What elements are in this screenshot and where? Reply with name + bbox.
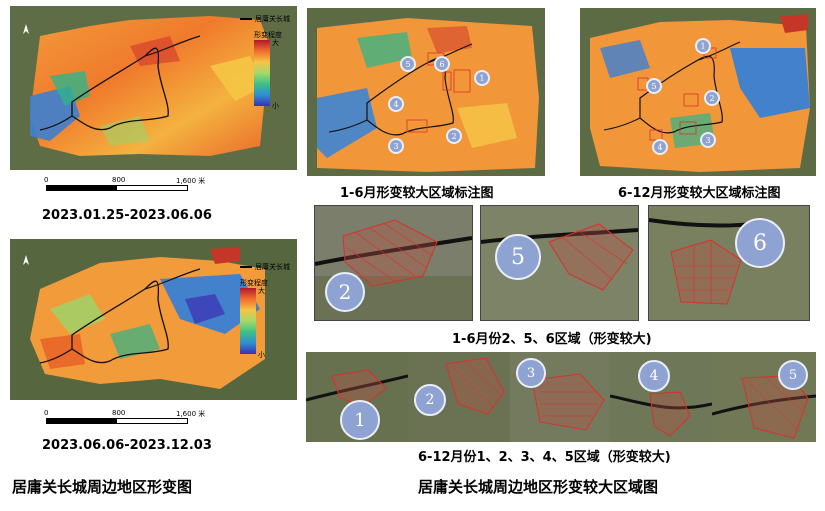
deformation-map-1-svg: [10, 6, 297, 170]
zoom-region-svg: [306, 352, 408, 442]
zoom-region-svg: [510, 352, 610, 442]
marker-6: 6: [434, 56, 450, 72]
legend-line-1: 居庸关长城: [240, 14, 290, 24]
colorbar-1: [254, 40, 270, 106]
colorbar-high-label-1: 大: [272, 39, 279, 47]
left-figure-title: 居庸关长城周边地区形变图: [12, 478, 193, 496]
zoom-region-svg: [649, 206, 809, 320]
zoom-region-4-jun-dec: 4: [610, 352, 712, 442]
zoom-badge-2: 2: [414, 384, 446, 416]
zoom-row-1-caption: 1-6月份2、5、6区域（形变较大): [452, 332, 652, 347]
marker-1: 1: [695, 38, 711, 54]
zoom-region-5-jan-jun: 5: [480, 205, 639, 321]
zoom-row-2-caption: 6-12月份1、2、3、4、5区域（形变较大): [418, 450, 671, 465]
zoom-region-5-jun-dec: 5: [712, 352, 816, 442]
annotated-map-jan-jun-svg: [307, 8, 545, 176]
annotated-map-jun-dec-svg: [580, 8, 816, 176]
marker-4: 4: [388, 96, 404, 112]
zoom-badge-5: 5: [778, 360, 808, 390]
zoom-region-6-jan-jun: 6: [648, 205, 810, 321]
legend-line-swatch: [240, 18, 252, 20]
scale-mid-1: 800: [112, 176, 126, 184]
scale-max-1: 1,600 米: [176, 177, 206, 185]
marker-2: 2: [704, 90, 720, 106]
right-figure-title: 居庸关长城周边地区形变较大区域图: [418, 478, 659, 496]
marker-1: 1: [474, 70, 490, 86]
zoom-badge-5: 5: [495, 234, 541, 280]
zoom-badge-2: 2: [325, 272, 365, 312]
annotated-map-jun-dec-caption: 6-12月形变较大区域标注图: [618, 186, 781, 201]
scale-mid-2: 800: [112, 409, 126, 417]
marker-3: 3: [388, 138, 404, 154]
marker-2: 2: [446, 128, 462, 144]
zoom-region-3-jun-dec: 3: [510, 352, 610, 442]
deformation-map-1: [10, 6, 297, 170]
legend-bar-title-2: 形变程度: [240, 279, 268, 287]
zoom-region-svg: [408, 352, 510, 442]
colorbar-high-label-2: 大: [258, 287, 265, 295]
legend-line-2: 居庸关长城: [240, 262, 290, 272]
colorbar-low-label-1: 小: [272, 102, 279, 110]
scale-zero-2: 0: [44, 409, 49, 417]
scale-bar-1: [46, 185, 188, 191]
legend-line-swatch: [240, 266, 252, 268]
legend-line-label: 居庸关长城: [255, 263, 290, 271]
colorbar-2: [240, 288, 256, 354]
annotated-map-jun-dec: [580, 8, 816, 176]
zoom-region-2-jun-dec: 2: [408, 352, 510, 442]
zoom-region-1-jun-dec: 1: [306, 352, 408, 442]
zoom-region-svg: [712, 352, 816, 442]
marker-5: 5: [400, 56, 416, 72]
legend-bar-title-1: 形变程度: [254, 31, 282, 39]
zoom-badge-6: 6: [735, 218, 785, 268]
annotated-map-jan-jun: [307, 8, 545, 176]
date-range-1: 2023.01.25-2023.06.06: [42, 208, 212, 223]
legend-line-label: 居庸关长城: [255, 15, 290, 23]
scale-max-2: 1,600 米: [176, 410, 206, 418]
zoom-region-2-jan-jun: 2: [314, 205, 473, 321]
zoom-badge-1: 1: [340, 400, 380, 440]
scale-zero-1: 0: [44, 176, 49, 184]
deformation-map-2-svg: [10, 239, 297, 400]
colorbar-low-label-2: 小: [258, 351, 265, 359]
scale-bar-2: [46, 418, 188, 424]
date-range-2: 2023.06.06-2023.12.03: [42, 438, 212, 453]
deformation-map-2: [10, 239, 297, 400]
marker-4: 4: [652, 139, 668, 155]
annotated-map-jan-jun-caption: 1-6月形变较大区域标注图: [340, 186, 494, 201]
zoom-badge-4: 4: [638, 360, 670, 392]
marker-3: 3: [700, 132, 716, 148]
marker-5: 5: [646, 78, 662, 94]
zoom-badge-3: 3: [516, 358, 546, 388]
